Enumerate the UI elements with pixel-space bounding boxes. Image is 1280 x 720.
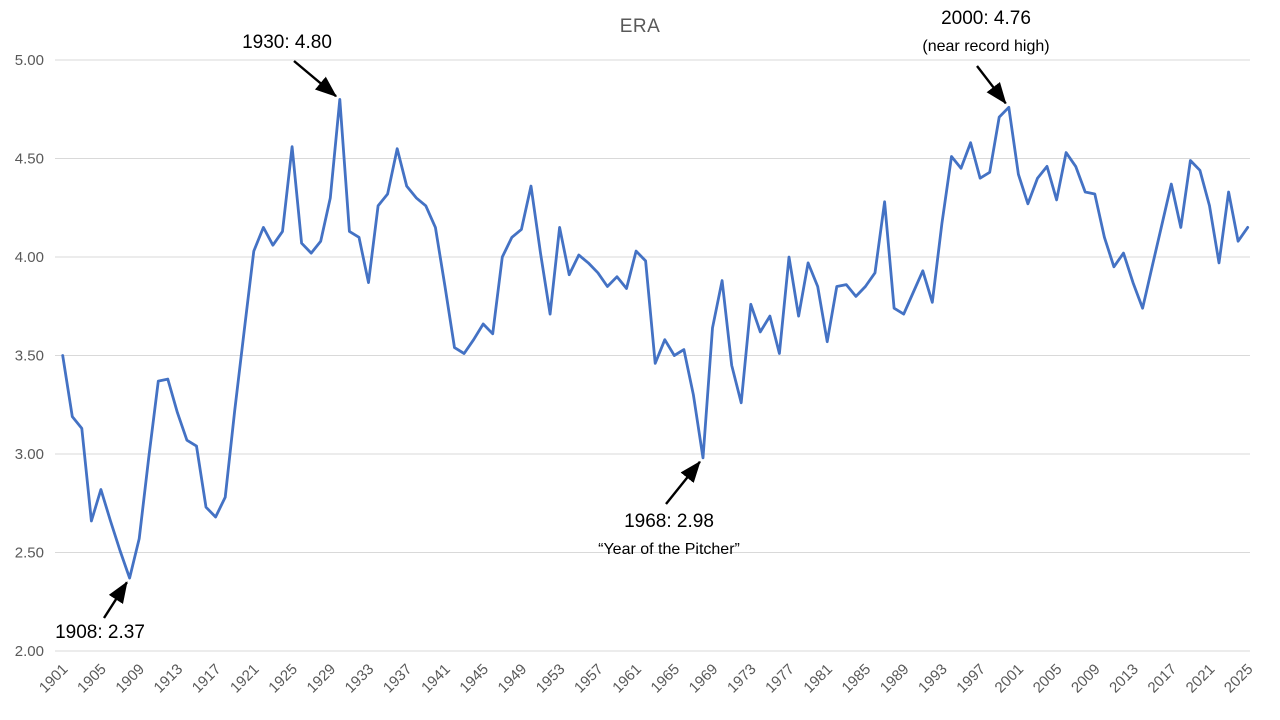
y-axis-tick-label: 2.00 xyxy=(15,643,44,660)
x-axis-tick-label: 2009 xyxy=(1068,661,1104,697)
x-axis-tick-label: 1917 xyxy=(189,661,225,697)
x-axis-tick-label: 1973 xyxy=(724,661,760,697)
x-axis-tick-label: 1977 xyxy=(762,661,798,697)
y-axis-tick-label: 2.50 xyxy=(15,545,44,562)
annotation-arrow-1968 xyxy=(665,460,701,505)
annotation-label-1930: 1930: 4.80 xyxy=(242,32,332,53)
annotations: 1930: 4.80 2000: 4.76 (near record high) 19… xyxy=(55,8,1049,643)
x-axis-tick-label: 2001 xyxy=(992,661,1028,697)
x-axis-tick-label: 2025 xyxy=(1221,661,1257,697)
y-axis-labels: 5.00 4.50 4.00 3.50 3.00 2.50 2.00 xyxy=(15,52,44,660)
annotation-label-2000: (near record high) xyxy=(922,38,1049,55)
y-axis-tick-label: 3.00 xyxy=(15,446,44,463)
x-axis-tick-label: 2013 xyxy=(1106,661,1142,697)
y-axis-tick-label: 4.50 xyxy=(15,151,44,168)
gridlines xyxy=(55,59,1250,652)
annotation-arrow-2000 xyxy=(976,65,1007,105)
x-axis-tick-label: 1965 xyxy=(648,661,684,697)
y-axis-tick-label: 3.50 xyxy=(15,348,44,365)
x-axis-tick-label: 1945 xyxy=(456,661,492,697)
x-axis-tick-label: 1901 xyxy=(36,661,72,697)
x-axis-tick-label: 1981 xyxy=(800,661,836,697)
x-axis-tick-label: 1997 xyxy=(953,661,989,697)
annotation-label-1968: “Year of the Pitcher” xyxy=(598,541,740,558)
x-axis-tick-label: 1905 xyxy=(74,661,110,697)
x-axis-tick-label: 1937 xyxy=(380,661,416,697)
x-axis-tick-label: 1989 xyxy=(877,661,913,697)
x-axis-tick-label: 1929 xyxy=(304,661,340,697)
x-axis-tick-label: 1909 xyxy=(112,661,148,697)
y-axis-tick-label: 5.00 xyxy=(15,52,44,69)
y-axis-tick-label: 4.00 xyxy=(15,249,44,266)
annotation-label-1908: 1908: 2.37 xyxy=(55,622,145,643)
era-series-line xyxy=(61,98,1250,580)
annotation-label-1968: 1968: 2.98 xyxy=(624,511,714,532)
x-axis-tick-label: 2017 xyxy=(1145,661,1181,697)
x-axis-tick-label: 1949 xyxy=(495,661,531,697)
x-axis-tick-label: 1957 xyxy=(571,661,607,697)
x-axis-tick-label: 1961 xyxy=(609,661,645,697)
x-axis-tick-label: 1941 xyxy=(418,661,454,697)
chart-title: ERA xyxy=(619,16,661,37)
x-axis-tick-label: 1925 xyxy=(265,661,301,697)
annotation-arrow-1908 xyxy=(102,581,128,619)
x-axis-tick-label: 1913 xyxy=(151,661,187,697)
x-axis-tick-label: 1933 xyxy=(342,661,378,697)
x-axis-tick-label: 2021 xyxy=(1183,661,1219,697)
x-axis-labels: 1901 1905 1909 1913 1917 1921 1925 1929 1933 1937… xyxy=(36,661,1257,697)
x-axis-tick-label: 1993 xyxy=(915,661,951,697)
x-axis-tick-label: 2005 xyxy=(1030,661,1066,697)
x-axis-tick-label: 1953 xyxy=(533,661,569,697)
x-axis-tick-label: 1969 xyxy=(686,661,722,697)
x-axis-tick-label: 1921 xyxy=(227,661,263,697)
data-series xyxy=(61,98,1250,580)
annotation-arrow-1930 xyxy=(293,60,337,98)
x-axis-tick-label: 1985 xyxy=(839,661,875,697)
annotation-label-2000: 2000: 4.76 xyxy=(941,8,1031,29)
